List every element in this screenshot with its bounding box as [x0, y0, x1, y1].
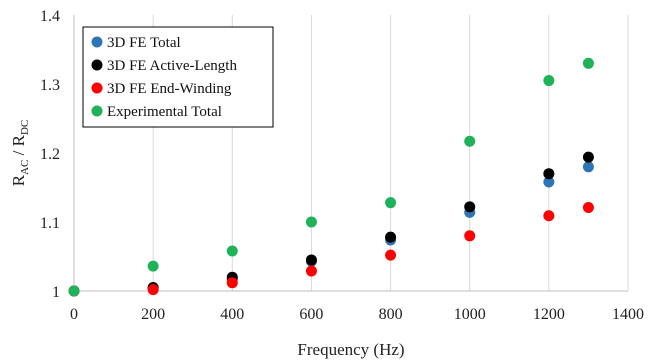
- point-series-2-5: [464, 230, 476, 242]
- point-series-2-4: [385, 249, 397, 261]
- legend-label-2: 3D FE End-Winding: [107, 81, 232, 97]
- legend: 3D FE Total 3D FE Active-Length 3D FE End-…: [82, 26, 274, 128]
- point-series-3-1: [147, 260, 159, 272]
- point-series-3-6: [543, 75, 555, 87]
- y-axis-title-sep: / R: [9, 134, 28, 159]
- legend-marker-1: [91, 59, 103, 71]
- y-axis-title-sub1: AC: [19, 160, 31, 175]
- point-series-2-1: [147, 284, 159, 296]
- point-series-3-2: [226, 245, 238, 257]
- y-axis-title-main: R: [9, 174, 28, 186]
- y-axis-title-sub2: DC: [19, 120, 31, 135]
- x-tick-label: 1400: [612, 306, 644, 323]
- x-tick-label: 0: [70, 306, 78, 323]
- x-tick-label: 200: [141, 306, 165, 323]
- y-tick-label: 1.2: [40, 146, 60, 163]
- legend-marker-3: [91, 105, 103, 117]
- point-series-2-6: [543, 210, 555, 222]
- point-series-2-2: [226, 277, 238, 289]
- legend-label-3: Experimental Total: [107, 104, 222, 120]
- point-series-3-3: [305, 216, 317, 228]
- x-tick-label: 1000: [454, 306, 486, 323]
- y-tick-label: 1: [52, 284, 60, 301]
- legend-label-0: 3D FE Total: [107, 35, 181, 51]
- point-series-3-4: [385, 197, 397, 209]
- x-tick-label: 800: [379, 306, 403, 323]
- tick-labels: 0 200 400 600 800 1000 1200 1400 1 1.1 1.2 1.3 1.4: [40, 8, 644, 323]
- point-series-3-7: [582, 57, 594, 69]
- x-axis-title: Frequency (Hz): [297, 340, 404, 359]
- point-series-3-5: [464, 135, 476, 147]
- legend-marker-0: [91, 36, 103, 48]
- point-series-1-6: [543, 168, 555, 180]
- point-series-2-3: [305, 265, 317, 277]
- point-series-1-5: [464, 201, 476, 213]
- point-series-1-3: [305, 254, 317, 266]
- point-series-0-7: [582, 161, 594, 173]
- legend-marker-2: [91, 82, 103, 94]
- legend-label-1: 3D FE Active-Length: [107, 58, 237, 74]
- y-tick-label: 1.3: [40, 77, 60, 94]
- axes: [73, 15, 628, 292]
- point-series-2-7: [582, 202, 594, 214]
- point-series-3-0: [68, 285, 80, 297]
- data-points: [68, 57, 594, 297]
- point-series-0-6: [543, 176, 555, 188]
- point-series-1-7: [582, 151, 594, 163]
- point-series-1-4: [385, 231, 397, 243]
- x-tick-label: 600: [299, 306, 323, 323]
- y-axis-title: RAC / RDC: [9, 120, 31, 186]
- y-tick-label: 1.4: [40, 8, 60, 25]
- x-tick-label: 400: [220, 306, 244, 323]
- legend-box: [82, 26, 274, 128]
- y-tick-label: 1.1: [40, 215, 60, 232]
- x-tick-label: 1200: [533, 306, 565, 323]
